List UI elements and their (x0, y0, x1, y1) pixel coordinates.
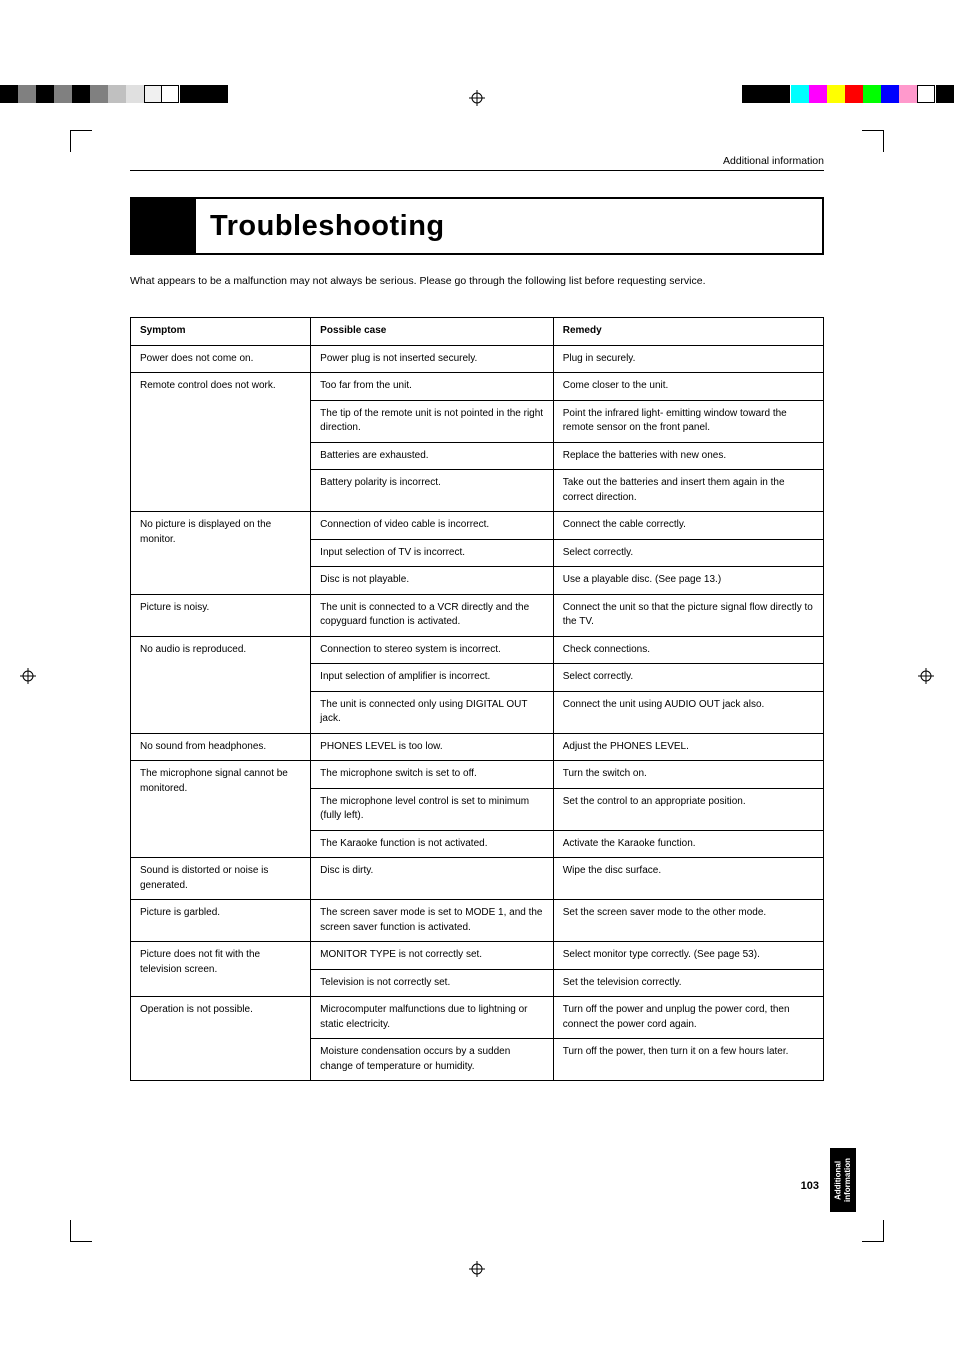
table-row: No picture is displayed on the monitor.C… (131, 512, 824, 540)
case-cell: The tip of the remote unit is not pointe… (311, 400, 554, 442)
case-cell: Connection to stereo system is incorrect… (311, 636, 554, 664)
table-header-row: Symptom Possible case Remedy (131, 318, 824, 346)
table-row: Picture is garbled.The screen saver mode… (131, 900, 824, 942)
side-tab-label: Additional information (830, 1148, 856, 1212)
table-row: Picture is noisy.The unit is connected t… (131, 594, 824, 636)
table-row: Power does not come on.Power plug is not… (131, 345, 824, 373)
case-cell: The unit is connected to a VCR directly … (311, 594, 554, 636)
case-cell: MONITOR TYPE is not correctly set. (311, 942, 554, 970)
print-color-bar (742, 85, 954, 103)
section-label: Additional information (130, 155, 824, 167)
remedy-cell: Connect the unit using AUDIO OUT jack al… (553, 691, 823, 733)
header-rule (130, 170, 824, 171)
symptom-cell: Power does not come on. (131, 345, 311, 373)
page-content: Additional information Troubleshooting W… (130, 155, 824, 1081)
remedy-cell: Turn the switch on. (553, 761, 823, 789)
symptom-cell: No audio is reproduced. (131, 636, 311, 733)
table-row: Operation is not possible.Microcomputer … (131, 997, 824, 1039)
registration-mark-icon (469, 90, 485, 106)
remedy-cell: Set the television correctly. (553, 969, 823, 997)
table-row: The microphone signal cannot be monitore… (131, 761, 824, 789)
remedy-cell: Set the screen saver mode to the other m… (553, 900, 823, 942)
symptom-cell: Operation is not possible. (131, 997, 311, 1081)
page-number: 103 (801, 1180, 819, 1192)
case-cell: The Karaoke function is not activated. (311, 830, 554, 858)
remedy-cell: Activate the Karaoke function. (553, 830, 823, 858)
table-row: Picture does not fit with the television… (131, 942, 824, 970)
symptom-cell: No sound from headphones. (131, 733, 311, 761)
remedy-cell: Connect the cable correctly. (553, 512, 823, 540)
symptom-cell: Picture is garbled. (131, 900, 311, 942)
case-cell: Disc is dirty. (311, 858, 554, 900)
remedy-cell: Set the control to an appropriate positi… (553, 788, 823, 830)
remedy-cell: Take out the batteries and insert them a… (553, 470, 823, 512)
case-cell: Input selection of TV is incorrect. (311, 539, 554, 567)
case-cell: Connection of video cable is incorrect. (311, 512, 554, 540)
symptom-cell: No picture is displayed on the monitor. (131, 512, 311, 595)
crop-mark-icon (70, 1220, 92, 1242)
registration-mark-icon (469, 1261, 485, 1277)
col-header: Remedy (553, 318, 823, 346)
col-header: Symptom (131, 318, 311, 346)
case-cell: Microcomputer malfunctions due to lightn… (311, 997, 554, 1039)
symptom-cell: Remote control does not work. (131, 373, 311, 512)
case-cell: Power plug is not inserted securely. (311, 345, 554, 373)
remedy-cell: Turn off the power and unplug the power … (553, 997, 823, 1039)
page-title: Troubleshooting (196, 210, 445, 243)
registration-mark-icon (918, 668, 934, 684)
symptom-cell: Sound is distorted or noise is generated… (131, 858, 311, 900)
title-square-icon (132, 199, 196, 253)
case-cell: The microphone level control is set to m… (311, 788, 554, 830)
symptom-cell: Picture does not fit with the television… (131, 942, 311, 997)
troubleshooting-table: Symptom Possible case Remedy Power does … (130, 317, 824, 1081)
case-cell: The microphone switch is set to off. (311, 761, 554, 789)
remedy-cell: Select monitor type correctly. (See page… (553, 942, 823, 970)
remedy-cell: Adjust the PHONES LEVEL. (553, 733, 823, 761)
remedy-cell: Check connections. (553, 636, 823, 664)
case-cell: The screen saver mode is set to MODE 1, … (311, 900, 554, 942)
case-cell: Battery polarity is incorrect. (311, 470, 554, 512)
remedy-cell: Point the infrared light- emitting windo… (553, 400, 823, 442)
remedy-cell: Come closer to the unit. (553, 373, 823, 401)
case-cell: Too far from the unit. (311, 373, 554, 401)
case-cell: Input selection of amplifier is incorrec… (311, 664, 554, 692)
remedy-cell: Replace the batteries with new ones. (553, 442, 823, 470)
remedy-cell: Wipe the disc surface. (553, 858, 823, 900)
table-row: Remote control does not work.Too far fro… (131, 373, 824, 401)
symptom-cell: The microphone signal cannot be monitore… (131, 761, 311, 858)
crop-mark-icon (70, 130, 92, 152)
case-cell: Moisture condensation occurs by a sudden… (311, 1039, 554, 1081)
case-cell: Batteries are exhausted. (311, 442, 554, 470)
registration-mark-icon (20, 668, 36, 684)
remedy-cell: Turn off the power, then turn it on a fe… (553, 1039, 823, 1081)
table-row: No sound from headphones.PHONES LEVEL is… (131, 733, 824, 761)
table-row: No audio is reproduced.Connection to ste… (131, 636, 824, 664)
col-header: Possible case (311, 318, 554, 346)
intro-text: What appears to be a malfunction may not… (130, 273, 824, 289)
symptom-cell: Picture is noisy. (131, 594, 311, 636)
remedy-cell: Connect the unit so that the picture sig… (553, 594, 823, 636)
case-cell: Disc is not playable. (311, 567, 554, 595)
table-row: Sound is distorted or noise is generated… (131, 858, 824, 900)
remedy-cell: Use a playable disc. (See page 13.) (553, 567, 823, 595)
remedy-cell: Select correctly. (553, 539, 823, 567)
remedy-cell: Select correctly. (553, 664, 823, 692)
print-grayscale-bar (0, 85, 228, 103)
remedy-cell: Plug in securely. (553, 345, 823, 373)
title-block: Troubleshooting (130, 197, 824, 255)
case-cell: The unit is connected only using DIGITAL… (311, 691, 554, 733)
case-cell: Television is not correctly set. (311, 969, 554, 997)
case-cell: PHONES LEVEL is too low. (311, 733, 554, 761)
crop-mark-icon (862, 130, 884, 152)
crop-mark-icon (862, 1220, 884, 1242)
